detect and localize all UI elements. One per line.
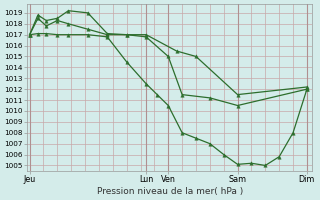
X-axis label: Pression niveau de la mer( hPa ): Pression niveau de la mer( hPa ) (97, 187, 243, 196)
